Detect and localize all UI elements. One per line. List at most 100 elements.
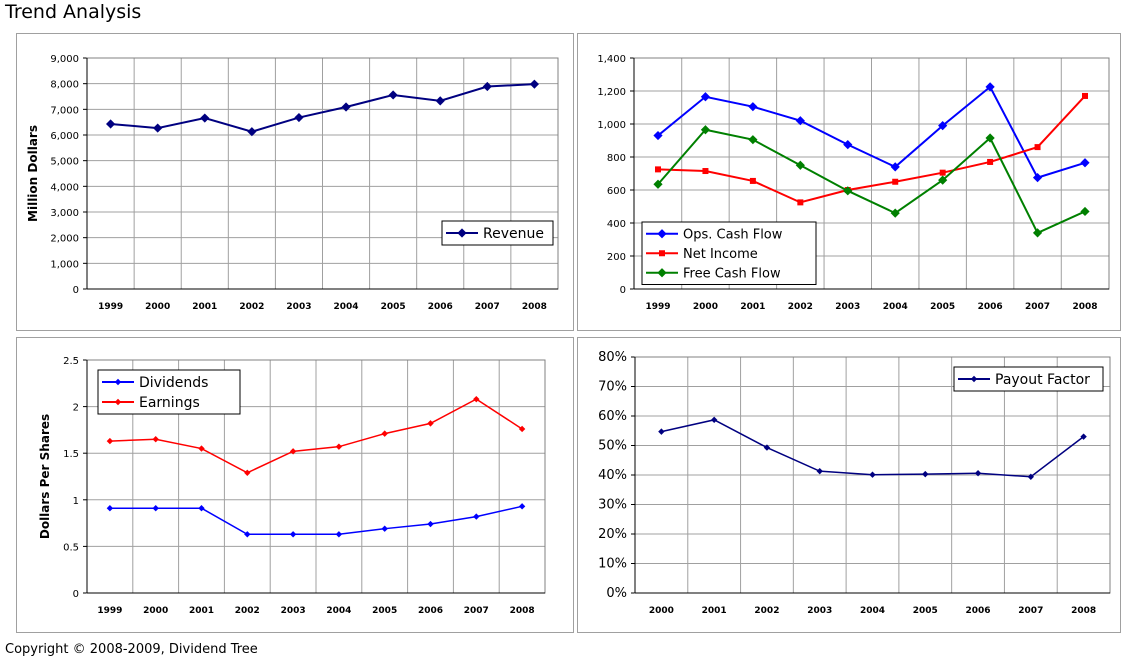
x-tick-label: 2000 (145, 302, 170, 312)
pershare-chart: 0 0.5 1 1.5 2 2.5 1999 2000 2001 2002 2003 2004 2005… (38, 356, 546, 616)
y-tick-label: 30% (598, 498, 627, 513)
data-point (198, 504, 205, 512)
data-point (816, 467, 823, 475)
data-point (702, 168, 709, 175)
y-tick-label: 1 (73, 496, 79, 507)
legend-swatch-marker (657, 229, 667, 239)
y-tick-label: 2.5 (63, 356, 79, 367)
y-tick-label: 9,000 (50, 54, 79, 65)
data-point (529, 79, 539, 89)
copyright-footer: Copyright © 2008-2009, Dividend Tree (5, 642, 258, 657)
y-tick-label: 600 (607, 186, 626, 197)
y-tick-label: 4,000 (50, 182, 79, 193)
data-point (939, 169, 946, 176)
series-line-0 (657, 85, 1086, 179)
y-tick-label: 1.5 (63, 449, 79, 460)
x-tick-label: 2001 (192, 302, 217, 312)
y-tick-label: 7,000 (50, 105, 79, 116)
data-point (294, 112, 304, 123)
data-point (700, 92, 711, 102)
data-point (482, 81, 492, 92)
y-axis-title: Million Dollars (26, 125, 40, 222)
y-tick-label: 1,000 (50, 259, 79, 270)
data-point (892, 178, 899, 185)
data-point (106, 504, 114, 512)
data-point (518, 425, 526, 433)
x-tick-label: 2003 (286, 302, 311, 312)
x-tick-label: 2000 (649, 606, 674, 616)
data-point (106, 119, 116, 129)
x-tick-label: 2000 (693, 302, 718, 312)
data-point (152, 436, 159, 443)
x-tick-label: 2007 (464, 606, 489, 616)
x-tick-label: 2008 (1072, 302, 1097, 312)
y-tick-label: 0% (606, 586, 627, 601)
data-point (869, 471, 876, 478)
y-tick-label: 0 (73, 589, 79, 600)
data-point (890, 162, 900, 172)
x-tick-label: 1999 (98, 302, 123, 312)
x-tick-label: 2003 (807, 606, 832, 616)
legend-swatch-marker (114, 398, 122, 406)
data-point (938, 121, 948, 131)
data-point (381, 430, 388, 437)
data-point (244, 469, 251, 476)
x-tick-label: 2006 (966, 606, 991, 616)
x-tick-label: 2004 (883, 302, 908, 312)
data-point (153, 123, 163, 133)
data-point (1034, 144, 1041, 151)
x-tick-label: 2005 (381, 302, 406, 312)
revenue-chart: 0 1,000 2,000 3,000 4,000 5,000 6,000 7,000 8,00… (26, 54, 559, 312)
data-point (435, 96, 445, 106)
legend-label: Dividends (139, 375, 208, 391)
y-tick-label: 3,000 (50, 208, 79, 219)
x-tick-label: 2003 (281, 606, 306, 616)
x-tick-label: 2001 (189, 606, 214, 616)
x-tick-label: 2002 (239, 302, 264, 312)
y-axis-title: Dollars Per Shares (38, 414, 52, 539)
y-tick-label: 5,000 (50, 157, 79, 168)
data-point (106, 437, 114, 445)
y-tick-label: 1,200 (597, 87, 626, 98)
x-tick-label: 1999 (97, 606, 122, 616)
legend-swatch-marker (114, 378, 122, 386)
x-tick-label: 2006 (978, 302, 1003, 312)
data-point (843, 186, 853, 196)
x-tick-label: 2004 (334, 302, 359, 312)
x-tick-label: 2006 (428, 302, 453, 312)
legend-box (97, 369, 241, 415)
x-tick-label: 2008 (1071, 606, 1096, 616)
cashflow-chart: 0 200 400 600 800 1,000 1,200 1,400 1999 2000 2001… (597, 54, 1110, 312)
data-point (653, 179, 663, 189)
data-point (922, 470, 929, 478)
x-tick-label: 2007 (1018, 606, 1043, 616)
data-point (749, 177, 756, 184)
page-title: Trend Analysis (5, 1, 142, 23)
x-tick-label: 2005 (372, 606, 397, 616)
data-point (473, 395, 480, 403)
data-point (1082, 92, 1088, 99)
x-tick-label: 2006 (418, 606, 443, 616)
data-point (518, 503, 526, 510)
y-tick-label: 2 (73, 403, 79, 414)
x-tick-label: 2004 (860, 606, 885, 616)
data-point (700, 125, 711, 135)
y-tick-label: 1,400 (597, 54, 626, 65)
y-tick-label: 6,000 (50, 131, 79, 142)
data-point (655, 166, 661, 173)
data-point (198, 445, 205, 452)
y-tick-label: 800 (607, 153, 626, 164)
y-tick-label: 10% (598, 557, 627, 572)
x-tick-label: 2002 (788, 302, 813, 312)
data-point (1032, 173, 1043, 183)
legend-swatch-marker (659, 250, 665, 257)
series-line-1 (109, 398, 523, 474)
pershare-chart-panel: 0 0.5 1 1.5 2 2.5 1999 2000 2001 2002 2003 2004 2005… (16, 337, 574, 633)
y-tick-label: 50% (598, 439, 627, 454)
data-point (985, 133, 995, 143)
legend-swatch-marker (657, 268, 667, 278)
x-tick-label: 2001 (702, 606, 727, 616)
data-point (797, 199, 804, 206)
y-tick-label: 2,000 (50, 234, 79, 245)
x-tick-label: 2003 (835, 302, 860, 312)
